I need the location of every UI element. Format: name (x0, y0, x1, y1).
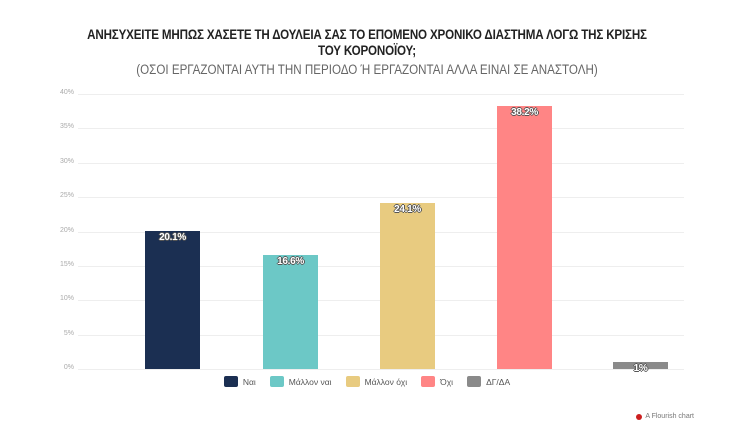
y-tick-label: 25% (59, 192, 74, 200)
gridline (78, 128, 684, 130)
gridline (78, 197, 684, 199)
bar[interactable] (497, 106, 552, 369)
legend-item[interactable]: ΔΓ/ΔΑ (467, 376, 510, 387)
legend-swatch (345, 376, 360, 387)
bar[interactable] (613, 362, 668, 369)
legend-swatch (223, 376, 238, 387)
legend-item[interactable]: Όχι (421, 376, 453, 387)
gridline (78, 369, 684, 370)
y-tick-label: 10% (59, 295, 74, 303)
bar-value-label: 20.1% (159, 231, 186, 243)
chart-title-line1: ΑΝΗΣΥΧΕΙΤΕ ΜΗΠΩΣ ΧΑΣΕΤΕ ΤΗ ΔΟΥΛΕΙΑ ΣΑΣ Τ… (87, 27, 647, 42)
flourish-logo-icon (636, 413, 643, 420)
legend-label: Μάλλον ναι (288, 376, 332, 387)
y-tick-label: 15% (59, 260, 74, 268)
chart-subtitle: (ΟΣΟΙ ΕΡΓΑΖΟΝΤΑΙ ΑΥΤΗ ΤΗΝ ΠΕΡΙΟΔΟ Ή ΕΡΓΑ… (136, 62, 598, 77)
bar[interactable] (263, 254, 318, 369)
legend-item[interactable]: Μάλλον ναι (269, 376, 332, 387)
y-tick-label: 35% (59, 123, 74, 131)
gridline (78, 94, 684, 95)
legend: Ναι Μάλλον ναι Μάλλον όχι Όχι ΔΓ/ΔΑ (0, 376, 734, 387)
y-tick-label: 0% (63, 364, 74, 371)
chart-title-line2: ΤΟΥ ΚΟΡΟΝΟΪΟΥ; (318, 43, 416, 58)
legend-item[interactable]: Ναι (223, 376, 256, 387)
legend-label: Μάλλον όχι (364, 376, 408, 387)
legend-swatch (467, 376, 482, 387)
credit-text: A Flourish chart (645, 413, 694, 420)
gridline (78, 162, 684, 164)
bar-value-label: 24.1% (394, 204, 421, 216)
bar[interactable] (145, 230, 200, 369)
y-tick-label: 40% (59, 89, 74, 96)
chart-title: ΑΝΗΣΥΧΕΙΤΕ ΜΗΠΩΣ ΧΑΣΕΤΕ ΤΗ ΔΟΥΛΕΙΑ ΣΑΣ Τ… (51, 27, 682, 59)
legend-swatch (269, 376, 284, 387)
bar[interactable] (380, 203, 435, 369)
bar-value-label: 1% (633, 363, 648, 375)
bar-value-label: 38.2% (511, 107, 538, 119)
y-tick-label: 30% (59, 157, 74, 165)
y-tick-label: 5% (63, 329, 74, 337)
legend-item[interactable]: Μάλλον όχι (345, 376, 408, 387)
bar-value-label: 16.6% (277, 255, 304, 267)
y-tick-label: 20% (59, 226, 74, 234)
flourish-credit[interactable]: A Flourish chart (636, 413, 694, 420)
legend-label: Όχι (440, 376, 454, 387)
legend-label: ΔΓ/ΔΑ (486, 376, 511, 387)
legend-swatch (421, 376, 436, 387)
legend-label: Ναι (242, 376, 256, 387)
